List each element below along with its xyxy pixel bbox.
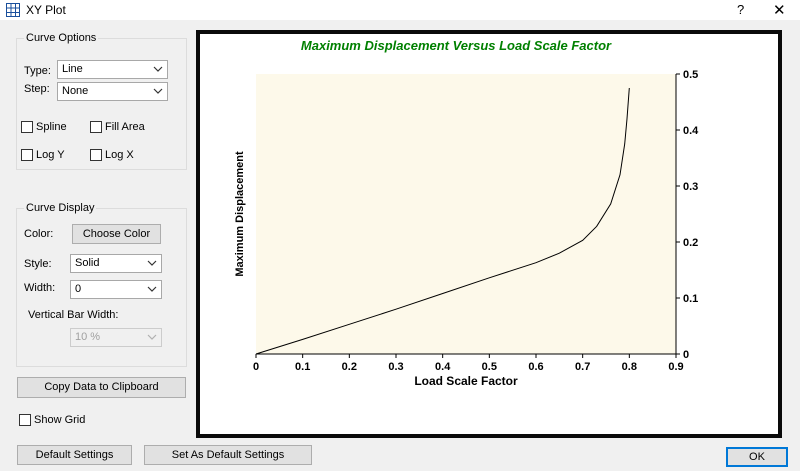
plot-area [256, 74, 676, 354]
show-grid-checkbox-box[interactable] [19, 414, 31, 426]
spline-label: Spline [36, 121, 67, 133]
width-select-value: 0 [75, 283, 82, 295]
ok-label: OK [749, 451, 765, 463]
plot-grid-icon [6, 3, 20, 17]
log-y-checkbox-box[interactable] [21, 149, 33, 161]
spline-checkbox-box[interactable] [21, 121, 33, 133]
style-label: Style: [24, 258, 52, 270]
log-y-label: Log Y [36, 149, 65, 161]
fill-area-checkbox-box[interactable] [90, 121, 102, 133]
default-settings-label: Default Settings [35, 449, 114, 461]
copy-data-label: Copy Data to Clipboard [44, 381, 159, 393]
series-line [255, 87, 630, 355]
x-tick-label: 0.8 [622, 361, 637, 373]
y-tick-label: 0 [683, 349, 689, 361]
chevron-down-icon [147, 257, 157, 269]
set-as-default-label: Set As Default Settings [171, 449, 285, 461]
window-title: XY Plot [26, 3, 66, 17]
style-select[interactable]: Solid [70, 254, 162, 273]
x-tick-label: 0.5 [482, 361, 497, 373]
x-tick-label: 0.6 [528, 361, 543, 373]
step-select-value: None [62, 85, 89, 97]
help-button[interactable]: ? [737, 2, 745, 17]
choose-color-label: Choose Color [82, 228, 151, 240]
chart-title: Maximum Displacement Versus Load Scale F… [301, 38, 612, 53]
width-label: Width: [24, 282, 56, 294]
y-axis-label: Maximum Displacement [234, 151, 246, 277]
y-tick-label: 0.3 [683, 181, 698, 193]
y-tick-label: 0.5 [683, 69, 698, 81]
default-settings-button[interactable]: Default Settings [17, 445, 132, 465]
chevron-down-icon [153, 85, 163, 97]
vertical-bar-width-select[interactable]: 10 % [70, 328, 162, 347]
x-tick-label: 0.9 [668, 361, 683, 373]
type-label: Type: [24, 65, 51, 77]
color-label: Color: [24, 228, 54, 240]
width-select[interactable]: 0 [70, 280, 162, 299]
step-select[interactable]: None [57, 82, 168, 101]
type-select-value: Line [62, 63, 83, 75]
style-select-value: Solid [75, 257, 100, 269]
curve-display-title: Curve Display [24, 202, 97, 215]
xy-plot-chart: Maximum Displacement Versus Load Scale F… [234, 38, 699, 388]
x-tick-label: 0.1 [295, 361, 310, 373]
ok-button[interactable]: OK [726, 447, 788, 467]
x-axis-label: Load Scale Factor [414, 374, 518, 388]
curve-options-group: Curve Options [16, 32, 187, 170]
curve-display-group: Curve Display [16, 202, 187, 367]
show-grid-label: Show Grid [34, 414, 86, 426]
curve-options-title: Curve Options [24, 32, 99, 45]
x-tick-label: 0.7 [575, 361, 590, 373]
x-tick-label: 0.4 [435, 361, 451, 373]
log-x-checkbox-box[interactable] [90, 149, 102, 161]
close-button[interactable]: ✕ [773, 2, 786, 19]
copy-data-button[interactable]: Copy Data to Clipboard [17, 377, 186, 398]
set-as-default-button[interactable]: Set As Default Settings [144, 445, 312, 465]
axes: 0 0.1 0.2 0.3 0.4 0.5 0.6 0.7 0.8 0.900.10.20.30.… [253, 69, 699, 373]
vertical-bar-width-value: 10 % [75, 331, 101, 343]
step-label: Step: [24, 83, 50, 95]
x-tick-label: 0.3 [388, 361, 403, 373]
title-bar: XY Plot ? ✕ [0, 0, 800, 20]
y-tick-label: 0.2 [683, 237, 698, 249]
chevron-down-icon [153, 63, 163, 75]
chevron-down-icon [147, 331, 157, 343]
fill-area-label: Fill Area [105, 121, 145, 133]
x-tick-label: 0.2 [342, 361, 357, 373]
plot-frame: Maximum Displacement Versus Load Scale F… [196, 30, 782, 438]
y-tick-label: 0.1 [683, 293, 698, 305]
x-tick-label: 0 [253, 361, 259, 373]
type-select[interactable]: Line [57, 60, 168, 79]
vertical-bar-width-label: Vertical Bar Width: [28, 309, 119, 321]
y-tick-label: 0.4 [683, 125, 699, 137]
choose-color-button[interactable]: Choose Color [72, 224, 161, 244]
log-x-label: Log X [105, 149, 134, 161]
chevron-down-icon [147, 283, 157, 295]
